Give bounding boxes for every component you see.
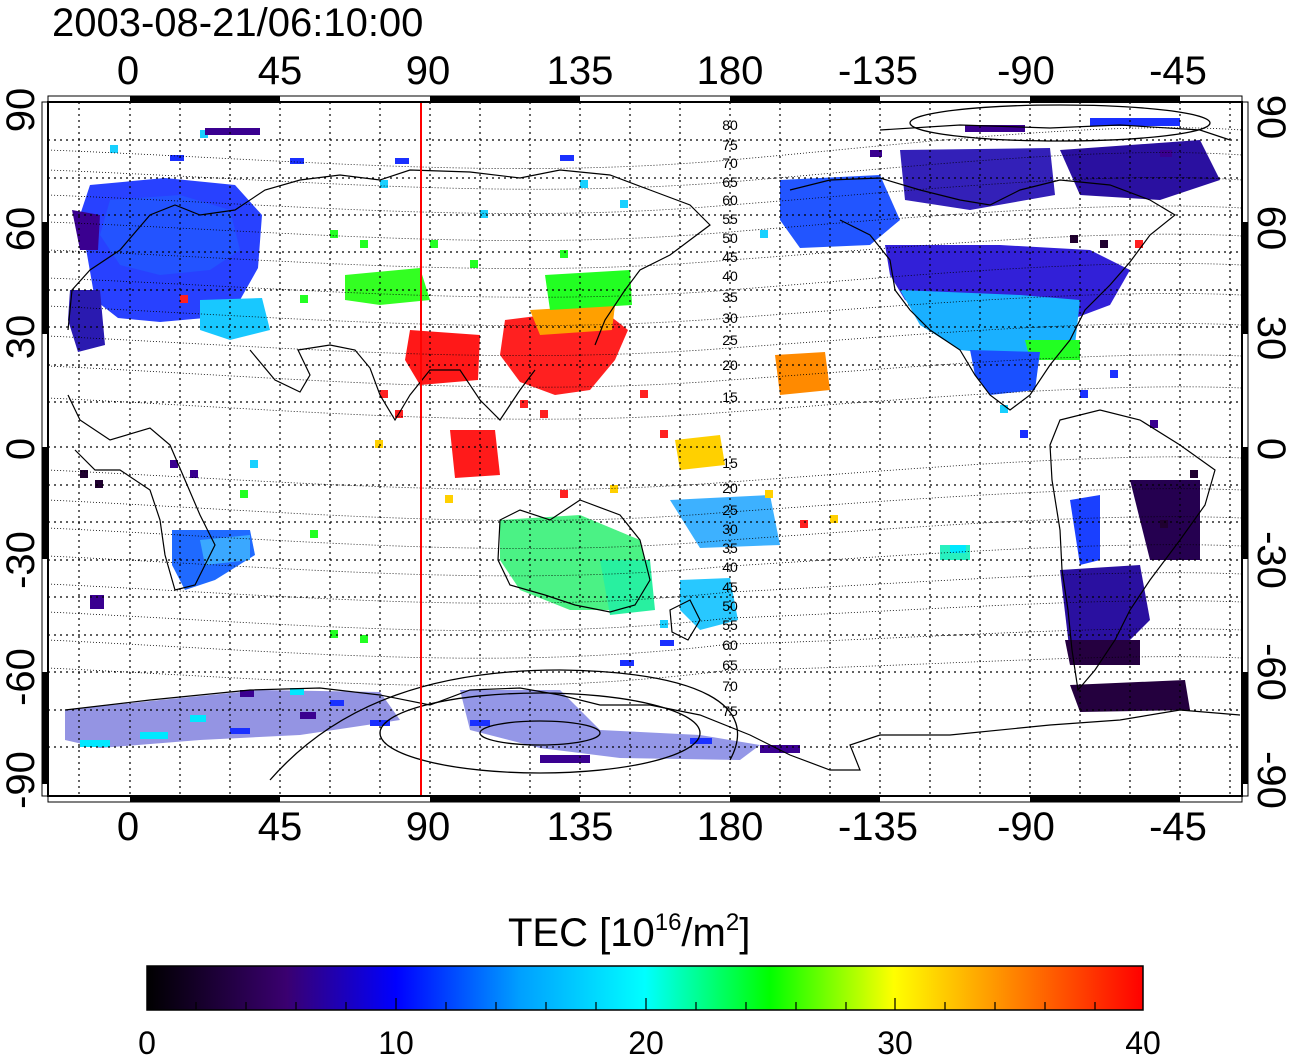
bottom-lon-label-m45: -45 [1149,805,1207,849]
bottom-longitude-axis: 0 45 90 135 180 -135 -90 -45 [117,805,1207,849]
contour-label-s70: 70 [722,678,738,694]
contour-label-n15: 15 [722,389,738,405]
right-latitude-axis: 90 60 30 0 -30 -60 -90 [1249,95,1292,809]
colorbar-tick-40: 40 [1125,1025,1161,1057]
top-lon-label-0: 0 [117,49,139,93]
colorbar-tick-30: 30 [877,1025,913,1057]
top-lon-label-135: 135 [547,49,614,93]
bottom-lon-label-0: 0 [117,805,139,849]
contour-label-s55: 55 [722,617,738,633]
bottom-lon-label-m135: -135 [838,805,918,849]
contour-label-n40: 40 [722,268,738,284]
bottom-lon-label-90: 90 [406,805,451,849]
right-lat-label-60: 60 [1249,206,1292,251]
bottom-lon-label-45: 45 [258,805,303,849]
top-lon-label-45: 45 [258,49,303,93]
contour-label-n80: 80 [722,117,738,133]
colorbar-title-exponent-2: 2 [726,909,739,936]
map-area: 80 75 70 65 60 55 50 45 40 35 30 25 20 1… [48,102,1242,796]
contour-label-n65: 65 [722,174,738,190]
colorbar-tick-0: 0 [138,1025,156,1057]
map-frame [41,95,1249,803]
contour-label-s20: 20 [722,480,738,496]
top-lon-label-m90: -90 [997,49,1055,93]
contour-label-n35: 35 [722,289,738,305]
top-lon-label-180: 180 [697,49,764,93]
left-lat-label-0: 0 [0,438,43,460]
contour-solid-rings [269,104,1211,781]
contour-label-n25: 25 [722,332,738,348]
left-lat-label-m30: -30 [0,531,43,589]
contour-label-n70: 70 [722,155,738,171]
left-lat-label-60: 60 [0,207,43,252]
colorbar-title-middle: /m [681,911,725,955]
right-lat-label-m30: -30 [1249,531,1292,589]
colorbar-title-exponent-1: 16 [655,909,682,936]
left-lat-label-m90: -90 [0,751,43,809]
colorbar-title-suffix: ] [739,911,750,955]
contour-label-s60: 60 [722,637,738,653]
contour-label-n75: 75 [722,137,738,153]
contour-label-s65: 65 [722,657,738,673]
right-lat-label-0: 0 [1249,438,1292,460]
colorbar: 0 10 20 30 40 [138,965,1161,1057]
contour-label-n30: 30 [722,310,738,326]
left-lat-label-m60: -60 [0,648,43,706]
colorbar-tick-10: 10 [378,1025,414,1057]
timestamp-title: 2003-08-21/06:10:00 [52,1,423,45]
contour-label-s25: 25 [722,502,738,518]
contour-label-n20: 20 [722,357,738,373]
contour-label-s35: 35 [722,540,738,556]
contour-label-s30: 30 [722,521,738,537]
bottom-lon-label-135: 135 [547,805,614,849]
colorbar-tick-20: 20 [628,1025,664,1057]
right-lat-label-30: 30 [1249,316,1292,361]
bottom-lon-label-m90: -90 [997,805,1055,849]
contour-label-s40: 40 [722,559,738,575]
contour-labels-north: 80 75 70 65 60 55 50 45 40 35 30 25 20 1… [722,117,738,405]
colorbar-ticks [195,998,1096,1010]
colorbar-title: TEC [1016/m2] [508,909,750,955]
contour-label-s15: 15 [722,455,738,471]
top-lon-label-90: 90 [406,49,451,93]
contour-label-n45: 45 [722,249,738,265]
left-lat-label-90: 90 [0,88,43,133]
colorbar-gradient [146,965,1144,1011]
right-lat-label-m60: -60 [1249,643,1292,701]
contour-label-s75: 75 [722,703,738,719]
graticule [48,102,1242,796]
top-lon-label-m45: -45 [1149,49,1207,93]
colorbar-title-prefix: TEC [10 [508,911,655,955]
contour-label-s50: 50 [722,598,738,614]
contour-label-s45: 45 [722,579,738,595]
top-longitude-axis: 0 45 90 135 180 -135 -90 -45 [117,49,1207,93]
contour-label-n55: 55 [722,211,738,227]
bottom-lon-label-180: 180 [697,805,764,849]
right-lat-label-m90: -90 [1249,751,1292,809]
right-lat-label-90: 90 [1249,95,1292,140]
left-lat-label-30: 30 [0,315,43,360]
left-latitude-axis: 90 60 30 0 -30 -60 -90 [0,88,43,809]
colorbar-tick-labels: 0 10 20 30 40 [138,1025,1161,1057]
top-lon-label-m135: -135 [838,49,918,93]
contour-label-n50: 50 [722,230,738,246]
contour-label-n60: 60 [722,192,738,208]
contour-lines [48,127,1242,687]
contour-labels-south: 15 20 25 30 35 40 45 50 55 60 65 70 75 [722,455,738,719]
